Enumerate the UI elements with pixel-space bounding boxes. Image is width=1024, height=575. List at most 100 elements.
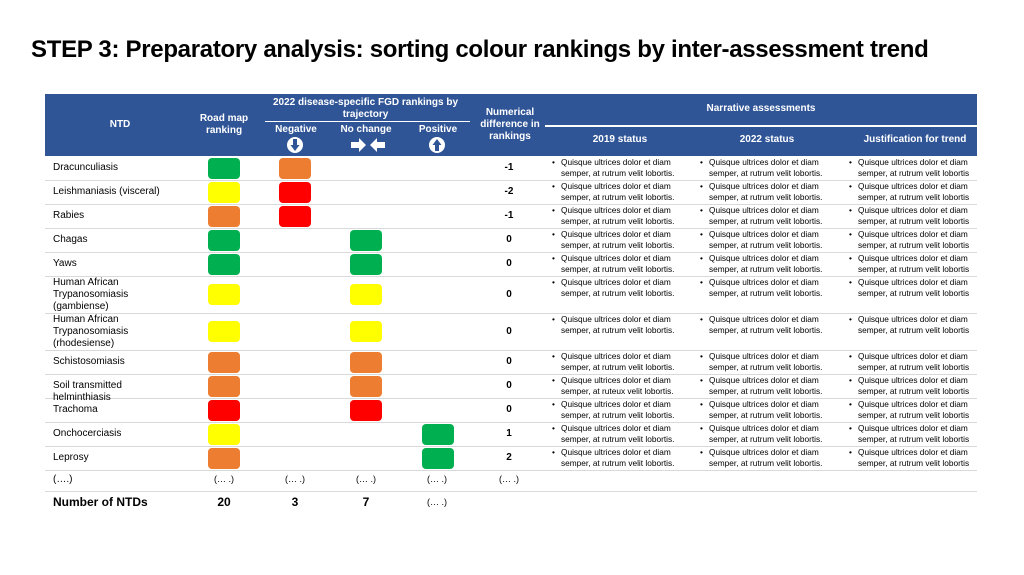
narrative-text: Quisque ultrices dolor et diam semper, a… [709, 423, 823, 444]
table-row: Onchocerciasis 1 • Quisque ultrices dolor e… [45, 422, 977, 447]
narrative-text: Quisque ultrices dolor et diam semper, a… [561, 277, 675, 298]
narrative-text: Quisque ultrices dolor et diam semper, a… [561, 229, 675, 250]
bullet-icon: • [552, 181, 555, 191]
roadmap-ranking-swatch [208, 321, 240, 342]
bullet-icon: • [552, 447, 555, 457]
bullet-icon: • [552, 253, 555, 263]
bullet-icon: • [552, 351, 555, 361]
table-row: Trachoma 0 • Quisque ultrices dolor et diam… [45, 398, 977, 423]
negative-ranking-swatch [279, 157, 311, 179]
slide-title: STEP 3: Preparatory analysis: sorting co… [31, 36, 929, 63]
narrative-just: • Quisque ultrices dolor et diam semper, … [849, 229, 993, 250]
narrative-text: Quisque ultrices dolor et diam semper, a… [709, 253, 823, 274]
narrative-text: Quisque ultrices dolor et diam semper, a… [561, 447, 675, 468]
narrative-just: • Quisque ultrices dolor et diam semper, … [849, 423, 993, 444]
roadmap-ranking-swatch [208, 229, 240, 251]
table-row: Yaws 0 • Quisque ultrices dolor et diam sem… [45, 252, 977, 277]
table-row: Leprosy 2 • Quisque ultrices dolor et diam … [45, 446, 977, 471]
narrative-text: Quisque ultrices dolor et diam semper, a… [858, 351, 970, 372]
narrative-n2022: • Quisque ultrices dolor et diam semper, … [700, 423, 844, 444]
narrative-just: • Quisque ultrices dolor et diam semper, … [849, 314, 993, 335]
bullet-icon: • [849, 157, 852, 167]
positive-ranking-swatch [422, 423, 454, 445]
table-row: Rabies -1 • Quisque ultrices dolor et diam … [45, 204, 977, 229]
bullet-icon: • [700, 181, 703, 191]
narrative-text: Quisque ultrices dolor et diam semper, a… [709, 399, 823, 420]
ntd-name: Soil transmitted helminthiasis [53, 380, 122, 403]
totals-roadmap: 20 [217, 495, 231, 509]
narrative-n2022: • Quisque ultrices dolor et diam semper, … [700, 205, 844, 226]
ntd-name: Chagas [53, 234, 88, 245]
header-positive: Positive [418, 124, 458, 135]
narrative-n2022: • Quisque ultrices dolor et diam semper, … [700, 157, 844, 178]
table-row: Dracunculiasis -1 • Quisque ultrices dolor … [45, 156, 977, 181]
ntd-name: Leprosy [53, 452, 89, 463]
numerical-difference: 0 [506, 380, 512, 391]
narrative-just: • Quisque ultrices dolor et diam semper, … [849, 205, 993, 226]
bullet-icon: • [849, 205, 852, 215]
narrative-n2019: • Quisque ultrices dolor et diam semper, … [552, 399, 696, 420]
narrative-n2022: • Quisque ultrices dolor et diam semper, … [700, 314, 844, 335]
table-row: Human African Trypanosomiasis (rhodesien… [45, 313, 977, 351]
bullet-icon: • [849, 229, 852, 239]
bullet-icon: • [849, 423, 852, 433]
narrative-text: Quisque ultrices dolor et diam semper, a… [561, 314, 675, 335]
narrative-just: • Quisque ultrices dolor et diam semper, … [849, 157, 993, 178]
header-status-2022: 2022 status [739, 134, 795, 145]
bullet-icon: • [700, 314, 703, 324]
header-numerical-difference: Numerical difference in rankings [480, 107, 540, 142]
bullet-icon: • [849, 375, 852, 385]
bullet-icon: • [849, 351, 852, 361]
numerical-difference: -1 [504, 162, 514, 173]
narrative-n2019: • Quisque ultrices dolor et diam semper, … [552, 277, 696, 298]
narrative-n2019: • Quisque ultrices dolor et diam semper, … [552, 253, 696, 274]
narrative-n2019: • Quisque ultrices dolor et diam semper, … [552, 447, 696, 468]
bullet-icon: • [700, 423, 703, 433]
narrative-text: Quisque ultrices dolor et diam semper, a… [858, 157, 970, 178]
narrative-text: Quisque ultrices dolor et diam semper, a… [709, 229, 823, 250]
bullet-icon: • [700, 447, 703, 457]
bullet-icon: • [849, 314, 852, 324]
bullet-icon: • [700, 229, 703, 239]
narrative-n2019: • Quisque ultrices dolor et diam semper, … [552, 157, 696, 178]
no-change-ranking-swatch [350, 351, 382, 373]
narrative-text: Quisque ultrices dolor et diam semper, a… [709, 351, 823, 372]
bullet-icon: • [552, 314, 555, 324]
placeholder-positive: (… .) [427, 474, 447, 484]
narrative-text: Quisque ultrices dolor et diam semper, a… [858, 399, 970, 420]
no-change-ranking-swatch [350, 253, 382, 275]
header-roadmap: Road map ranking [199, 113, 249, 136]
numerical-difference: -2 [504, 186, 514, 197]
narrative-text: Quisque ultrices dolor et diam semper, a… [858, 181, 970, 202]
down-arrow-circle-icon [287, 137, 303, 153]
narrative-text: Quisque ultrices dolor et diam semper, a… [858, 314, 970, 335]
bullet-icon: • [552, 399, 555, 409]
bullet-icon: • [552, 277, 555, 287]
narrative-just: • Quisque ultrices dolor et diam semper, … [849, 351, 993, 372]
narrative-text: Quisque ultrices dolor et diam semper, a… [858, 229, 970, 250]
header-status-2019: 2019 status [592, 134, 648, 145]
narrative-text: Quisque ultrices dolor et diam semper, a… [858, 205, 970, 226]
narrative-text: Quisque ultrices dolor et diam semper, a… [561, 351, 675, 372]
header-no-change: No change [340, 124, 392, 135]
bullet-icon: • [700, 205, 703, 215]
narrative-just: • Quisque ultrices dolor et diam semper, … [849, 399, 993, 420]
narrative-text: Quisque ultrices dolor et diam semper, a… [561, 181, 675, 202]
numerical-difference: 0 [506, 325, 512, 337]
narrative-text: Quisque ultrices dolor et diam semper, a… [561, 253, 675, 274]
bullet-icon: • [700, 253, 703, 263]
narrative-n2022: • Quisque ultrices dolor et diam semper, … [700, 399, 844, 420]
numerical-difference: 0 [506, 356, 512, 367]
narrative-text: Quisque ultrices dolor et diam semper, a… [561, 205, 675, 226]
header-narrative-group: Narrative assessments [706, 103, 816, 114]
totals-no-change: 7 [362, 495, 370, 509]
narrative-just: • Quisque ultrices dolor et diam semper, … [849, 277, 993, 298]
left-right-arrows-icon [351, 138, 385, 152]
bullet-icon: • [700, 157, 703, 167]
roadmap-ranking-swatch [208, 157, 240, 179]
narrative-just: • Quisque ultrices dolor et diam semper, … [849, 253, 993, 274]
roadmap-ranking-swatch [208, 253, 240, 275]
ntd-name: Human African Trypanosomiasis (rhodesien… [53, 314, 129, 349]
header-divider [265, 121, 470, 122]
numerical-difference: 0 [506, 288, 512, 300]
